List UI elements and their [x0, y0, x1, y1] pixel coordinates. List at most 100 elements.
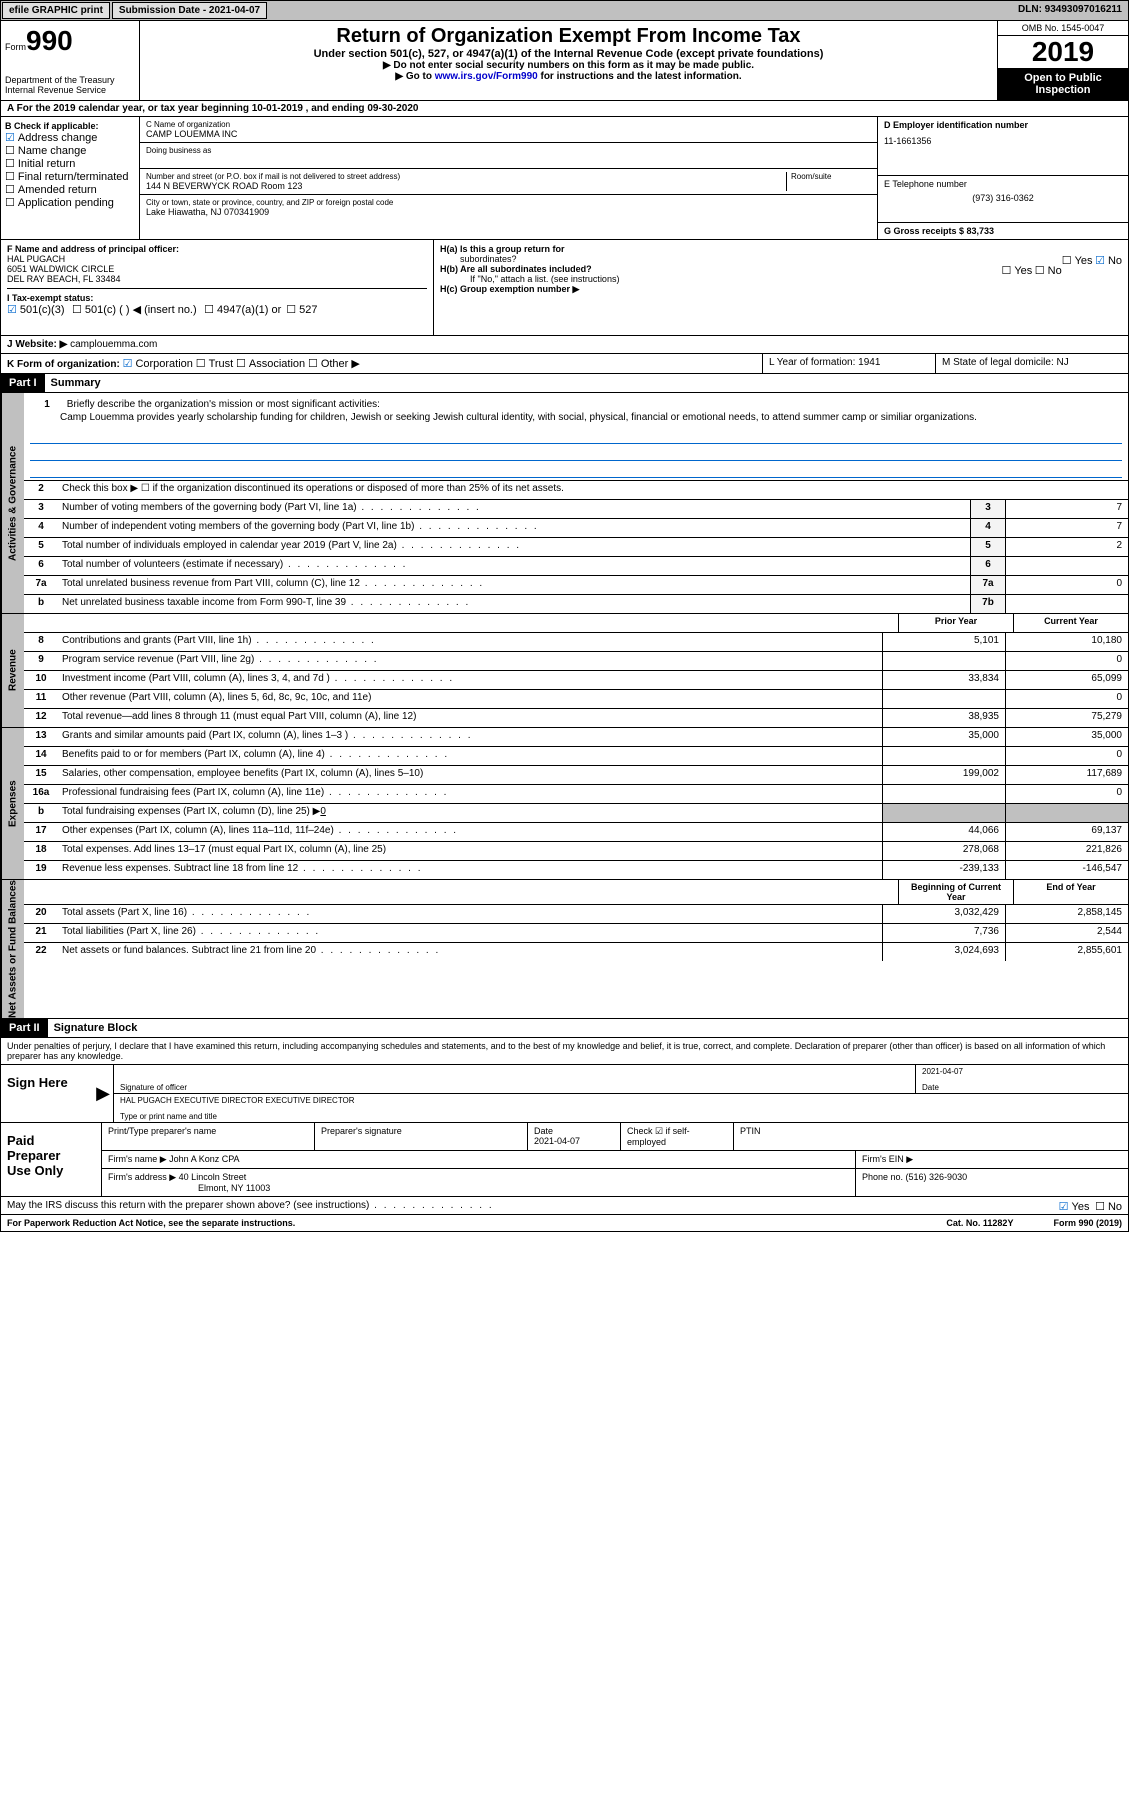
ein-value: 11-1661356 — [884, 136, 1122, 146]
year-cell: OMB No. 1545-0047 2019 Open to Public In… — [997, 21, 1128, 100]
l22-text: Net assets or fund balances. Subtract li… — [58, 943, 882, 961]
l6-text: Total number of volunteers (estimate if … — [58, 557, 970, 575]
title-cell: Return of Organization Exempt From Incom… — [140, 21, 997, 100]
prep-date-cell: Date2021-04-07 — [528, 1123, 621, 1150]
irs-gov-link[interactable]: www.irs.gov/Form990 — [435, 71, 538, 82]
checkbox-amended[interactable]: Amended return — [5, 183, 135, 196]
phone-cell: E Telephone number (973) 316-0362 — [878, 176, 1128, 223]
vtab-governance: Activities & Governance — [1, 393, 24, 613]
note-link: ▶ Go to www.irs.gov/Form990 for instruct… — [150, 71, 987, 82]
l9-prior — [882, 652, 1005, 670]
vtab-net-assets: Net Assets or Fund Balances — [1, 880, 24, 1018]
checkbox-name-change[interactable]: Name change — [5, 144, 135, 157]
submission-date-button[interactable]: Submission Date - 2021-04-07 — [112, 2, 267, 19]
checkbox-app-pending[interactable]: Application pending — [5, 196, 135, 209]
ha-yes[interactable]: Yes — [1062, 255, 1093, 267]
part2-title: Signature Block — [48, 1020, 144, 1036]
l20-text: Total assets (Part X, line 16) — [58, 905, 882, 923]
street-value: 144 N BEVERWYCK ROAD Room 123 — [146, 181, 786, 191]
checkbox-501c3[interactable]: 501(c)(3) — [7, 304, 65, 316]
efile-print-button[interactable]: efile GRAPHIC print — [2, 2, 110, 19]
l18-text: Total expenses. Add lines 13–17 (must eq… — [58, 842, 882, 860]
checkbox-4947[interactable]: 4947(a)(1) or — [204, 304, 281, 316]
line1-mission: 1 Briefly describe the organization's mi… — [24, 393, 1128, 427]
group-return-section: H(a) Is this a group return for subordin… — [434, 240, 1128, 335]
l15-current: 117,689 — [1005, 766, 1128, 784]
checkbox-501c[interactable]: 501(c) ( ) ◀ (insert no.) — [72, 304, 197, 316]
note-link-pre: ▶ Go to — [395, 71, 434, 82]
na-header: Beginning of Current Year End of Year — [24, 880, 1128, 904]
checkbox-initial-return[interactable]: Initial return — [5, 157, 135, 170]
l14-current: 0 — [1005, 747, 1128, 765]
l15-prior: 199,002 — [882, 766, 1005, 784]
dba-cell: Doing business as — [140, 143, 877, 169]
column-c: C Name of organization CAMP LOUEMMA INC … — [140, 117, 877, 239]
l17-text: Other expenses (Part IX, column (A), lin… — [58, 823, 882, 841]
discuss-no[interactable]: No — [1095, 1201, 1122, 1213]
top-bar: efile GRAPHIC print Submission Date - 20… — [1, 1, 1128, 21]
revenue-content: Prior Year Current Year 8Contributions a… — [24, 614, 1128, 727]
note-ssn: ▶ Do not enter social security numbers o… — [150, 60, 987, 71]
self-employed-check[interactable]: Check ☑ if self-employed — [621, 1123, 734, 1150]
form-header: Form990 Department of the Treasury Inter… — [1, 21, 1128, 101]
sign-here-label: Sign Here — [1, 1065, 93, 1122]
firm-phone: Phone no. (516) 326-9030 — [856, 1169, 1128, 1196]
net-assets-block: Net Assets or Fund Balances Beginning of… — [1, 880, 1128, 1019]
revenue-header: Prior Year Current Year — [24, 614, 1128, 632]
l19-current: -146,547 — [1005, 861, 1128, 879]
discuss-row: May the IRS discuss this return with the… — [1, 1197, 1128, 1215]
page-footer: For Paperwork Reduction Act Notice, see … — [1, 1215, 1128, 1231]
hb-yes[interactable]: Yes — [1001, 265, 1032, 277]
street-row: Number and street (or P.O. box if mail i… — [140, 169, 877, 195]
l17-prior: 44,066 — [882, 823, 1005, 841]
part1-header-row: Part I Summary — [1, 374, 1128, 393]
checkbox-trust[interactable]: Trust — [196, 358, 234, 370]
officer-name-title: HAL PUGACH EXECUTIVE DIRECTOR EXECUTIVE … — [120, 1096, 1122, 1105]
checkbox-other[interactable]: Other ▶ — [308, 358, 360, 370]
l11-current: 0 — [1005, 690, 1128, 708]
checkbox-final-return[interactable]: Final return/terminated — [5, 170, 135, 183]
mission-blank-line — [30, 446, 1122, 461]
l18-prior: 278,068 — [882, 842, 1005, 860]
l22-begin: 3,024,693 — [882, 943, 1005, 961]
principal-officer: F Name and address of principal officer:… — [1, 240, 434, 335]
checkbox-527[interactable]: 527 — [286, 304, 317, 316]
prep-row-2: Firm's name ▶ John A Konz CPA Firm's EIN… — [102, 1151, 1128, 1169]
checkbox-address-change[interactable]: Address change — [5, 131, 135, 144]
l4-value: 7 — [1005, 519, 1128, 537]
ptin-label: PTIN — [734, 1123, 1128, 1150]
column-b-checkboxes: B Check if applicable: Address change Na… — [1, 117, 140, 239]
checkbox-association[interactable]: Association — [236, 358, 305, 370]
ha-row: H(a) Is this a group return for subordin… — [440, 244, 1122, 264]
l4-text: Number of independent voting members of … — [58, 519, 970, 537]
l12-current: 75,279 — [1005, 709, 1128, 727]
paid-preparer-block: Paid Preparer Use Only Print/Type prepar… — [1, 1123, 1128, 1197]
part2-label: Part II — [1, 1019, 48, 1037]
hb-label: H(b) Are all subordinates included? — [440, 264, 592, 274]
checkbox-corporation[interactable]: Corporation — [123, 358, 193, 370]
l1-label: Briefly describe the organization's miss… — [67, 399, 380, 410]
mission-text: Camp Louemma provides yearly scholarship… — [30, 412, 977, 423]
street-label: Number and street (or P.O. box if mail i… — [146, 172, 786, 181]
l10-text: Investment income (Part VIII, column (A)… — [58, 671, 882, 689]
hb-no[interactable]: No — [1035, 265, 1062, 277]
paperwork-notice: For Paperwork Reduction Act Notice, see … — [7, 1218, 295, 1228]
ein-cell: D Employer identification number 11-1661… — [878, 117, 1128, 176]
ha-no[interactable]: No — [1095, 255, 1122, 267]
firm-addr2: Elmont, NY 11003 — [108, 1183, 270, 1193]
inspection-line1: Open to Public — [1002, 72, 1124, 84]
paid-preparer-label: Paid Preparer Use Only — [1, 1123, 93, 1196]
discuss-yes[interactable]: Yes — [1059, 1201, 1090, 1213]
tax-year: 2019 — [998, 36, 1128, 68]
penalty-statement: Under penalties of perjury, I declare th… — [1, 1038, 1128, 1065]
dept-treasury: Department of the Treasury — [5, 75, 135, 85]
l5-value: 2 — [1005, 538, 1128, 556]
type-name-label: Type or print name and title — [120, 1112, 217, 1121]
org-name-label: C Name of organization — [146, 120, 871, 129]
city-cell: City or town, state or province, country… — [140, 195, 877, 220]
officer-name: HAL PUGACH — [7, 254, 427, 264]
officer-addr2: DEL RAY BEACH, FL 33484 — [7, 274, 427, 284]
phone-value: (973) 316-0362 — [884, 193, 1122, 203]
form-footer-label: Form 990 (2019) — [1053, 1218, 1122, 1228]
expenses-block: Expenses 13Grants and similar amounts pa… — [1, 728, 1128, 880]
